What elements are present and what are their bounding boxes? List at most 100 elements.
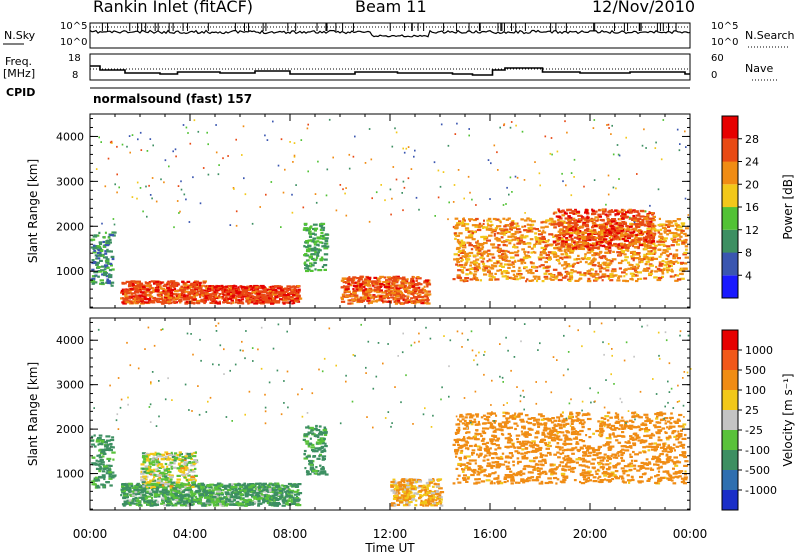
power-cell xyxy=(670,231,675,235)
power-cell xyxy=(459,244,464,247)
power-cell xyxy=(659,276,663,280)
velocity-cell xyxy=(90,439,94,442)
power-cell xyxy=(603,263,607,266)
power-cell xyxy=(454,217,459,220)
power-cell xyxy=(407,282,411,285)
power-cell xyxy=(526,278,529,281)
power-cell xyxy=(226,301,231,304)
velocity-cell xyxy=(148,490,152,493)
power-cell xyxy=(520,260,525,263)
power-cell xyxy=(168,301,173,304)
power-cell xyxy=(256,292,261,295)
power-cell xyxy=(361,300,364,303)
power-cell xyxy=(469,191,471,194)
power-cell xyxy=(489,275,494,278)
velocity-cell xyxy=(94,476,98,479)
power-cell xyxy=(530,220,536,223)
power-cell xyxy=(239,294,243,297)
power-cell xyxy=(148,285,152,288)
power-cell xyxy=(501,252,507,255)
power-cell xyxy=(249,296,254,299)
power-cell xyxy=(244,292,249,295)
power-cell xyxy=(208,285,211,288)
power-cell xyxy=(95,168,98,170)
power-cell xyxy=(434,215,436,217)
velocity-cell xyxy=(94,479,98,482)
power-cell xyxy=(237,288,241,291)
power-cell xyxy=(185,126,188,129)
power-cell xyxy=(174,148,177,151)
velocity-cell xyxy=(99,458,104,462)
power-cell xyxy=(243,287,248,290)
power-cell xyxy=(132,284,135,287)
power-cell xyxy=(573,176,575,178)
velocity-cell xyxy=(195,485,200,488)
power-cell xyxy=(588,248,591,251)
power-cell xyxy=(586,280,592,283)
power-cell xyxy=(473,267,478,270)
velocity-cell xyxy=(295,501,300,504)
power-cell xyxy=(180,188,183,191)
velocity-cell xyxy=(181,498,184,501)
power-cell xyxy=(404,301,409,304)
velocity-cell xyxy=(297,483,302,486)
power-cell xyxy=(424,293,427,296)
power-cell xyxy=(191,298,194,301)
power-cell xyxy=(268,293,272,297)
power-cell xyxy=(313,229,317,232)
power-cell xyxy=(639,277,643,280)
power-cell xyxy=(139,298,145,301)
velocity-cell xyxy=(208,489,211,492)
power-cell xyxy=(312,241,318,244)
velocity-cell xyxy=(125,486,129,489)
velocity-cell xyxy=(230,491,236,494)
power-cell xyxy=(567,256,572,259)
power-cell xyxy=(519,258,524,261)
power-cell xyxy=(321,265,325,268)
power-cell xyxy=(544,277,549,280)
velocity-cell xyxy=(245,488,251,491)
power-cell xyxy=(350,292,352,296)
power-cell xyxy=(622,279,627,282)
power-cell xyxy=(413,288,418,291)
power-cell xyxy=(505,230,509,233)
power-cell xyxy=(103,236,106,239)
power-cell xyxy=(456,240,460,243)
power-cell xyxy=(175,293,180,296)
velocity-cell xyxy=(276,482,280,485)
power-cell xyxy=(135,298,139,301)
power-cell xyxy=(672,254,676,257)
power-cell xyxy=(165,301,168,304)
power-cell xyxy=(560,236,563,239)
power-cell xyxy=(140,291,145,294)
power-cell xyxy=(134,280,137,283)
power-cell xyxy=(586,225,590,228)
power-cell xyxy=(533,277,537,280)
power-cell xyxy=(554,234,559,238)
power-cell xyxy=(478,243,484,246)
power-cell xyxy=(595,241,599,244)
power-cell xyxy=(164,289,168,292)
power-cell xyxy=(648,217,653,220)
power-cell xyxy=(639,215,645,218)
power-cell xyxy=(396,287,401,290)
velocity-cell xyxy=(236,500,240,503)
power-cell xyxy=(584,255,587,258)
power-cell xyxy=(426,300,429,303)
power-cell xyxy=(164,159,167,162)
power-cell xyxy=(172,283,177,286)
power-cell xyxy=(112,231,117,234)
power-cell xyxy=(229,224,232,226)
power-cell xyxy=(182,283,186,286)
power-cell xyxy=(634,210,639,213)
power-cell xyxy=(486,265,491,268)
power-cell xyxy=(364,162,367,164)
power-cell xyxy=(319,234,324,237)
power-cell xyxy=(293,286,297,289)
power-cell xyxy=(487,159,490,161)
power-cell xyxy=(581,217,587,220)
power-cell xyxy=(645,221,649,224)
velocity-cell xyxy=(142,496,147,499)
velocity-cell xyxy=(258,490,263,493)
power-cell xyxy=(646,257,651,260)
